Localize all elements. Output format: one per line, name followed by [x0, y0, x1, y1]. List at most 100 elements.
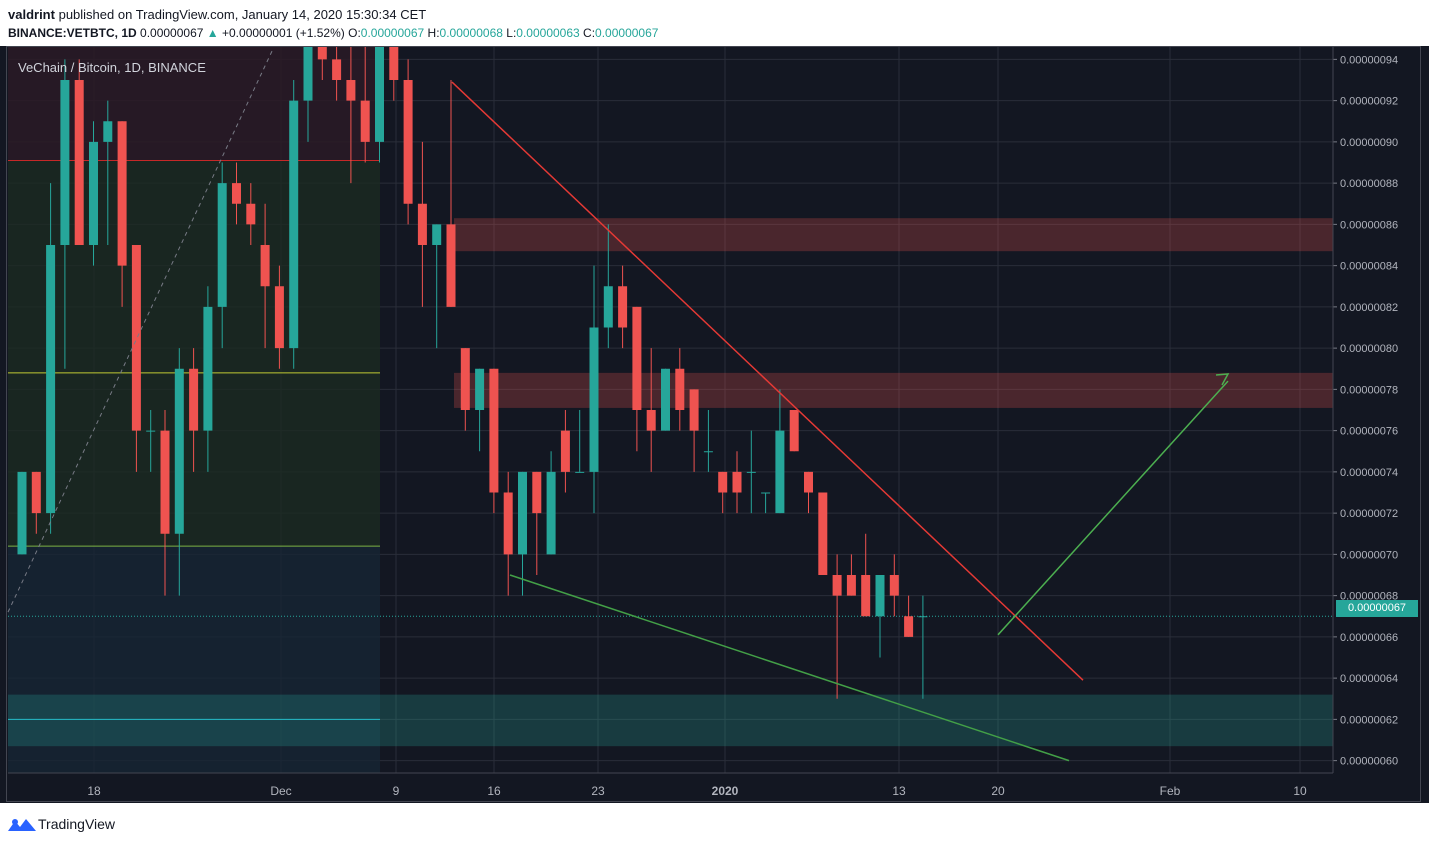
footer: TradingView: [0, 803, 1429, 844]
candle-body: [189, 368, 199, 431]
candle-body: [889, 575, 899, 596]
price-label: 0.00000092: [1340, 96, 1398, 108]
candle-body: [503, 492, 513, 555]
price-label: 0.00000080: [1340, 343, 1398, 355]
price-label: 0.00000090: [1340, 137, 1398, 149]
candle-body: [532, 471, 542, 514]
price-label: 0.00000068: [1340, 591, 1398, 603]
descending-support-line: [509, 574, 1070, 762]
candle-body: [489, 368, 499, 493]
candle-body: [818, 492, 828, 575]
candle-body: [31, 471, 41, 514]
candle-body: [875, 575, 885, 617]
time-label: 20: [991, 784, 1005, 798]
candle-body: [846, 575, 856, 596]
candle-body: [761, 492, 771, 494]
candle-body: [789, 410, 799, 452]
candle-body: [103, 121, 113, 142]
candle-body: [146, 430, 156, 432]
candle-body: [832, 575, 842, 596]
price-label: 0.00000070: [1340, 549, 1398, 561]
candle-body: [232, 183, 241, 204]
candle-body: [46, 245, 56, 514]
lower-shade-zone: [8, 546, 380, 773]
candle-body: [589, 327, 599, 472]
candle-body: [174, 368, 184, 534]
candle-body: [560, 430, 570, 472]
candle-body: [346, 80, 356, 101]
candle-body: [360, 100, 370, 142]
time-label: 9: [393, 784, 400, 798]
candle-body: [74, 80, 84, 245]
high-label: H:: [427, 26, 440, 40]
resistance-zone-lower: [454, 372, 1333, 408]
time-label: Dec: [270, 784, 291, 798]
low-value: 0.00000063: [516, 26, 580, 40]
candle-body: [60, 80, 70, 245]
publish-text: published on TradingView.com, January 14…: [58, 7, 427, 22]
candle-body: [646, 410, 656, 431]
candle-body: [432, 224, 442, 245]
candle-body: [703, 451, 713, 453]
low-label: L:: [506, 26, 517, 40]
price-label: 0.00000078: [1340, 384, 1398, 396]
candle-body: [446, 224, 456, 307]
price-label: 0.00000086: [1340, 219, 1398, 231]
price-label: 0.00000094: [1340, 54, 1398, 66]
chart-legend: VeChain / Bitcoin, 1D, BINANCE: [18, 60, 206, 75]
tradingview-brand[interactable]: TradingView: [38, 816, 116, 832]
change-up-icon: ▲: [206, 26, 219, 40]
price-label: 0.00000082: [1340, 302, 1398, 314]
time-label: 23: [591, 784, 605, 798]
projection-arrow: [997, 380, 1229, 636]
candle-body: [303, 38, 313, 101]
time-axis: 18 Dec 9 16 23 2020 13 20 Feb 10: [8, 772, 1333, 798]
time-label: 2020: [712, 784, 739, 798]
candle-body: [246, 203, 256, 225]
author-name[interactable]: valdrint: [8, 7, 55, 22]
candle-body: [417, 203, 427, 245]
candle-body: [718, 471, 728, 493]
tradingview-logo-icon: [8, 819, 36, 831]
candle-body: [375, 38, 384, 142]
price-label: 0.00000076: [1340, 426, 1398, 438]
candle-body: [317, 38, 327, 60]
drawings: [7, 50, 1230, 762]
candle-body: [460, 348, 470, 410]
candle-body: [89, 141, 98, 245]
time-label: 10: [1293, 784, 1307, 798]
price-label: 0.00000088: [1340, 178, 1398, 190]
candle-body: [475, 368, 485, 410]
candle-body: [575, 471, 585, 473]
price-change: +0.00000001 (+1.52%): [222, 26, 345, 40]
descending-resistance-line: [451, 81, 1084, 681]
price-label: 0.00000066: [1340, 632, 1398, 644]
open-value: 0.00000067: [360, 26, 425, 40]
candle-body: [632, 306, 642, 410]
candle-body: [274, 286, 284, 349]
time-label: 13: [892, 784, 906, 798]
candle-body: [289, 100, 299, 349]
close-label: C:: [583, 26, 596, 40]
candle-body: [403, 80, 413, 204]
candle-body: [732, 471, 742, 493]
publish-header: valdrint published on TradingView.com, J…: [0, 0, 1429, 46]
publish-info: valdrint published on TradingView.com, J…: [8, 7, 426, 22]
candle-body: [689, 389, 699, 431]
current-price-tag: 0.00000067: [1336, 600, 1418, 617]
candle-body: [918, 616, 928, 618]
candle-body: [861, 575, 871, 617]
price-label: 0.00000062: [1340, 714, 1398, 726]
symbol-name: BINANCE:VETBTC, 1D: [8, 26, 137, 40]
price-label: 0.00000060: [1340, 756, 1398, 768]
candle-body: [675, 368, 685, 410]
last-price: 0.00000067: [140, 26, 204, 40]
time-label: 16: [487, 784, 501, 798]
arrow-head-icon: [1215, 373, 1230, 386]
price-label: 0.00000084: [1340, 261, 1398, 273]
candle-body: [117, 121, 127, 266]
candle-body: [260, 245, 270, 287]
price-label: 0.00000072: [1340, 508, 1398, 520]
price-label: 0.00000064: [1340, 673, 1398, 685]
